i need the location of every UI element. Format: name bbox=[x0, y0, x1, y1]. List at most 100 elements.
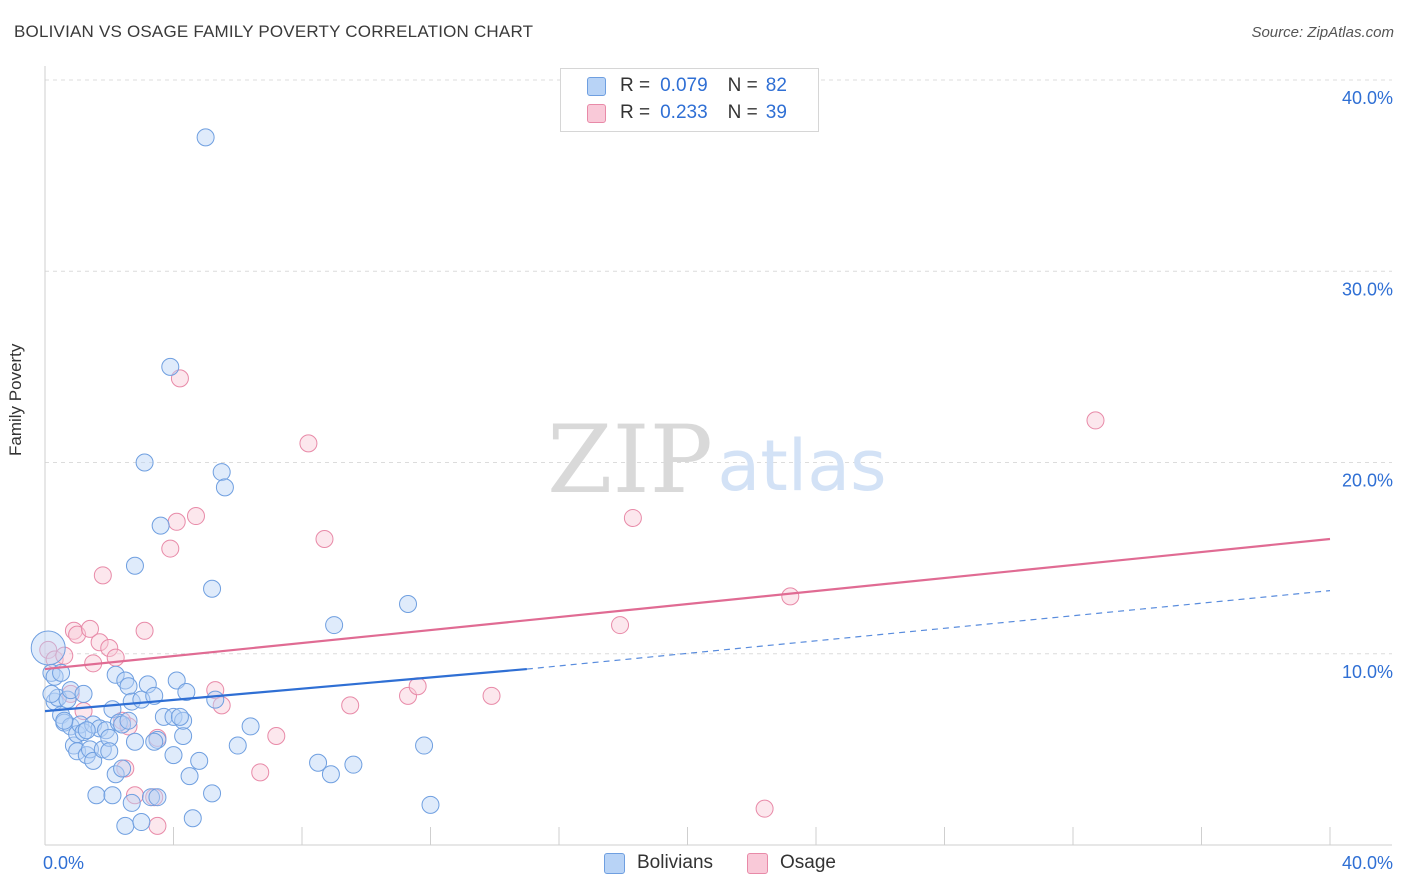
data-point-bolivians bbox=[167, 671, 186, 690]
data-point-bolivians bbox=[154, 707, 173, 726]
legend-n-label: N = bbox=[727, 75, 758, 96]
data-point-bolivians bbox=[325, 616, 344, 635]
data-point-bolivians bbox=[212, 463, 231, 482]
data-point-bolivians bbox=[241, 717, 260, 736]
data-point-bolivians bbox=[164, 707, 183, 726]
data-point-bolivians bbox=[228, 736, 247, 755]
data-point-bolivians bbox=[100, 728, 119, 747]
data-point-bolivians bbox=[55, 711, 74, 730]
data-point-osage bbox=[408, 677, 427, 696]
data-point-bolivians bbox=[135, 453, 154, 472]
data-point-osage bbox=[148, 816, 167, 835]
trend-line-osage bbox=[44, 537, 1331, 671]
data-point-bolivians bbox=[77, 721, 96, 740]
data-point-bolivians bbox=[138, 675, 157, 694]
data-point-bolivians bbox=[30, 630, 66, 666]
data-point-bolivians bbox=[196, 128, 215, 147]
series-bolivians bbox=[30, 128, 440, 835]
data-point-osage bbox=[100, 639, 119, 658]
data-point-bolivians bbox=[174, 726, 193, 745]
data-point-bolivians bbox=[183, 809, 202, 828]
source-note: Source: ZipAtlas.com bbox=[1251, 24, 1394, 41]
x-tick-label: 40.0% bbox=[1342, 853, 1393, 873]
data-point-bolivians bbox=[116, 671, 135, 690]
legend-row-bolivians: R = 0.079 N = 82 bbox=[587, 73, 787, 99]
axes bbox=[44, 66, 1392, 846]
bottom-legend-swatch-osage bbox=[747, 852, 768, 874]
data-point-bolivians bbox=[206, 690, 225, 709]
legend-r-value: 0.233 bbox=[660, 102, 708, 123]
y-tick-label: 10.0% bbox=[1342, 662, 1393, 682]
data-point-bolivians bbox=[170, 707, 189, 726]
data-point-bolivians bbox=[415, 736, 434, 755]
chart-title: BOLIVIAN VS OSAGE FAMILY POVERTY CORRELA… bbox=[14, 22, 534, 41]
legend-row-osage: R = 0.233 N = 39 bbox=[587, 100, 787, 126]
data-point-osage bbox=[90, 633, 109, 652]
legend: R = 0.079 N = 82 R = 0.233 N = 39 bbox=[560, 68, 819, 132]
data-point-bolivians bbox=[113, 759, 132, 778]
data-point-bolivians bbox=[164, 746, 183, 765]
data-point-bolivians bbox=[80, 740, 99, 759]
watermark-zip: ZIP bbox=[547, 406, 713, 515]
data-point-bolivians bbox=[119, 711, 138, 730]
data-point-osage bbox=[80, 619, 99, 638]
data-point-bolivians bbox=[190, 751, 209, 770]
data-point-bolivians bbox=[145, 732, 164, 751]
legend-r-value: 0.079 bbox=[660, 75, 708, 96]
series-osage bbox=[39, 369, 1105, 835]
legend-n-value: 39 bbox=[765, 102, 787, 123]
data-point-osage bbox=[206, 681, 225, 700]
bottom-legend-osage: Osage bbox=[747, 852, 836, 874]
watermark: ZIP atlas bbox=[547, 406, 886, 515]
bottom-legend-label-osage: Osage bbox=[780, 852, 836, 873]
legend-n-label: N = bbox=[727, 102, 758, 123]
data-point-bolivians bbox=[344, 755, 363, 774]
data-point-bolivians bbox=[125, 732, 144, 751]
data-point-bolivians bbox=[142, 788, 161, 807]
y-tick-label: 30.0% bbox=[1342, 279, 1393, 299]
data-point-bolivians bbox=[103, 786, 122, 805]
data-point-osage bbox=[161, 539, 180, 558]
legend-n-value: 82 bbox=[765, 75, 787, 96]
bottom-legend-swatch-bolivians bbox=[604, 852, 625, 874]
data-point-osage bbox=[267, 726, 286, 745]
data-point-bolivians bbox=[145, 686, 164, 705]
trend-lines bbox=[44, 537, 1331, 713]
y-tick-label: 40.0% bbox=[1342, 88, 1393, 108]
bottom-legend-bolivians: Bolivians bbox=[604, 852, 713, 874]
data-point-bolivians bbox=[309, 753, 328, 772]
data-point-osage bbox=[251, 763, 270, 782]
data-point-osage bbox=[186, 507, 205, 526]
data-point-osage bbox=[167, 512, 186, 531]
legend-r-label: R = bbox=[620, 102, 651, 123]
data-point-osage bbox=[611, 616, 630, 635]
data-point-osage bbox=[623, 508, 642, 527]
data-point-osage bbox=[781, 587, 800, 606]
data-point-bolivians bbox=[93, 740, 112, 759]
data-point-bolivians bbox=[84, 751, 103, 770]
data-point-bolivians bbox=[132, 813, 151, 832]
data-point-bolivians bbox=[122, 793, 141, 812]
data-point-osage bbox=[119, 717, 138, 736]
data-point-bolivians bbox=[151, 516, 170, 535]
data-point-bolivians bbox=[177, 683, 196, 701]
data-point-osage bbox=[39, 640, 58, 659]
legend-swatch-bolivians bbox=[587, 76, 606, 96]
data-point-bolivians bbox=[106, 665, 125, 684]
trend-line-bolivians-extension bbox=[526, 590, 1331, 670]
data-point-bolivians bbox=[100, 742, 119, 761]
data-point-bolivians bbox=[148, 730, 167, 749]
x-tick-label: 0.0% bbox=[43, 853, 84, 873]
data-point-osage bbox=[299, 434, 318, 453]
bottom-legend-label-bolivians: Bolivians bbox=[637, 852, 714, 873]
bottom-legend: Bolivians Osage bbox=[0, 852, 1406, 878]
tick-labels: 10.0% 20.0% 30.0% 40.0% 0.0% 40.0% bbox=[43, 88, 1393, 873]
data-point-bolivians bbox=[74, 684, 93, 703]
data-point-bolivians bbox=[180, 767, 199, 786]
data-point-osage bbox=[1086, 411, 1105, 430]
data-point-osage bbox=[341, 696, 360, 715]
data-point-bolivians bbox=[119, 677, 138, 696]
grid-lines bbox=[45, 79, 1392, 655]
data-point-bolivians bbox=[116, 816, 135, 835]
